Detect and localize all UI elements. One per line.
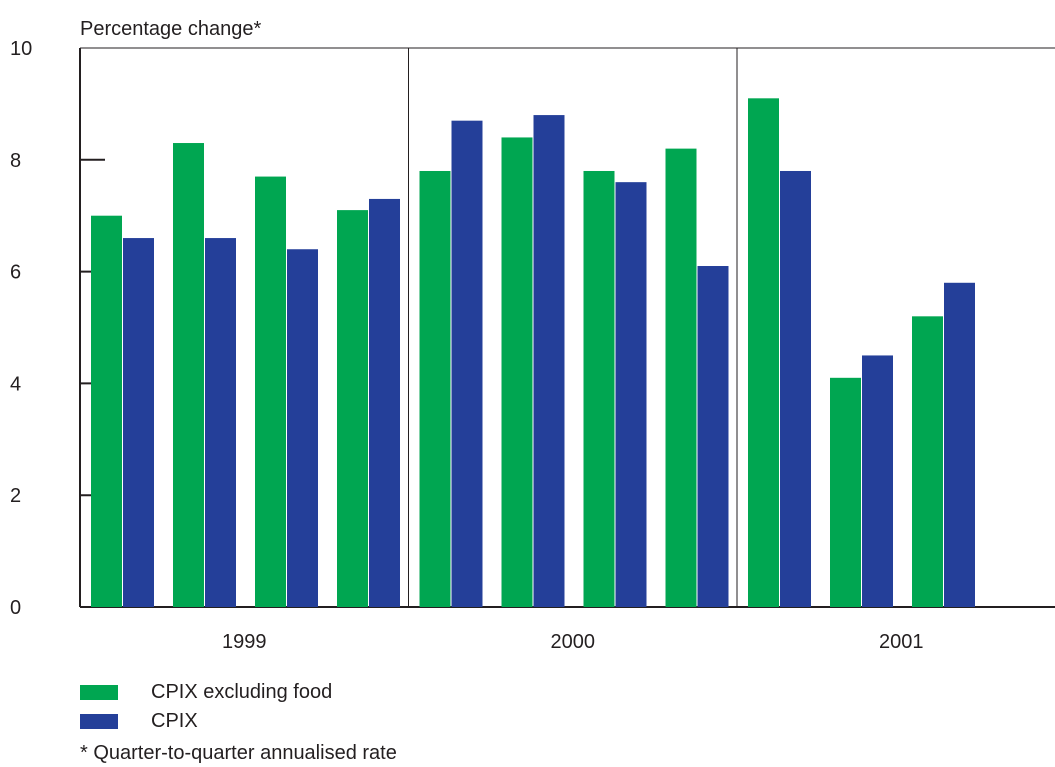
chart-svg: Percentage change* 0 2 4 6 8 10 1999 2000 2001 [10,18,1055,653]
y-tick-label: 0 [10,597,21,619]
footnote: * Quarter-to-quarter annualised rate [80,742,397,764]
x-group-label: 2000 [551,631,596,653]
legend-label: CPIX excluding food [151,681,333,703]
y-tick-label: 4 [10,373,21,395]
bar-cpix [369,198,400,607]
bar-cpix [123,238,154,607]
bar-cpix-excluding-food [419,170,451,608]
bar-cpix-excluding-food [748,98,779,607]
plot-area: 0 2 4 6 8 10 1999 2000 2001 [10,38,1055,653]
legend-swatch-cpix [80,714,118,729]
bar-cpix [697,266,729,607]
legend: CPIX excluding food CPIX [80,678,332,736]
bar-cpix [205,238,236,607]
bar-cpix [287,249,318,608]
y-axis-title: Percentage change* [80,18,261,40]
legend-swatch-cpix-excluding-food [80,685,118,700]
legend-item-cpix: CPIX [80,707,332,736]
legend-item-cpix-excluding-food: CPIX excluding food [80,678,332,707]
x-group-label: 1999 [222,631,267,653]
y-tick-label: 8 [10,150,21,172]
x-group-label: 2001 [879,631,924,653]
bar-cpix-excluding-food [665,148,697,607]
bar-cpix-excluding-food [255,176,286,607]
bar-cpix [533,115,565,607]
y-tick-label: 6 [10,262,21,284]
bar-cpix [451,120,483,608]
bar-cpix [944,282,975,607]
bar-cpix [615,182,647,607]
bar-cpix-excluding-food [91,215,122,607]
bar-cpix-excluding-food [912,316,943,607]
bar-cpix-excluding-food [583,170,615,608]
legend-label: CPIX [151,710,198,732]
bar-cpix [862,355,893,607]
bar-cpix-excluding-food [337,210,368,608]
y-tick-label: 2 [10,485,21,507]
bar-cpix [780,170,811,608]
bar-cpix-excluding-food [830,377,861,607]
y-tick-label: 10 [10,38,32,60]
bar-cpix-excluding-food [173,143,204,607]
bar-cpix-excluding-food [501,137,533,607]
